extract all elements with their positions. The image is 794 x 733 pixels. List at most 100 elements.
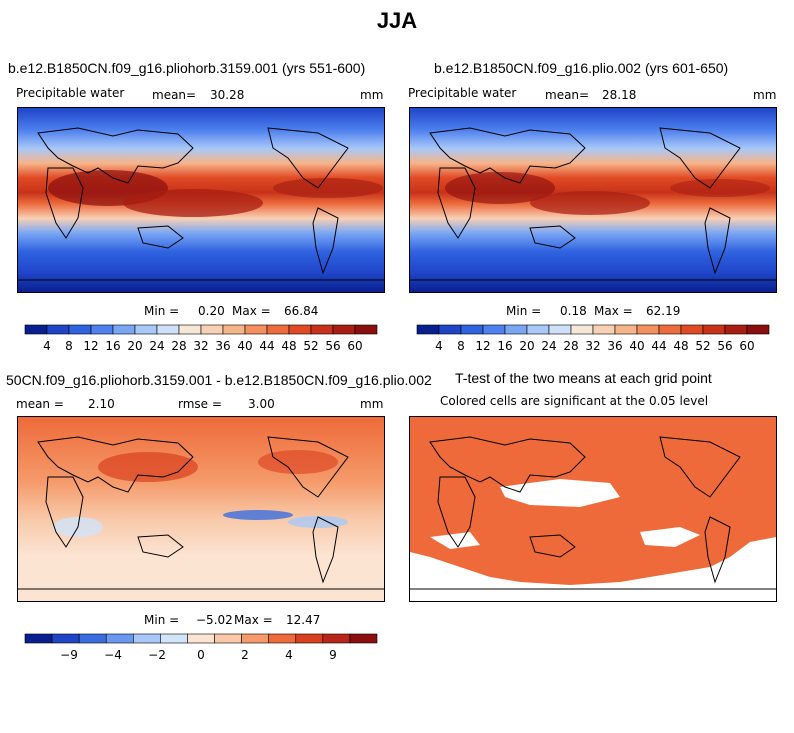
panel1-colorbar-swatch <box>178 324 202 335</box>
panel3-map <box>17 416 385 602</box>
panel1-max-value: 66.84 <box>284 304 319 318</box>
panel3-max-label: Max = <box>234 613 273 627</box>
panel3-min-value: −5.02 <box>196 613 233 627</box>
panel1-colorbar-swatch <box>90 324 114 335</box>
panel3-colorbar-label: 9 <box>329 648 337 662</box>
panel2-colorbar-label: 4 <box>435 339 443 353</box>
panel1-colorbar-swatch <box>24 324 48 335</box>
panel1-colorbar-swatch <box>244 324 268 335</box>
panel1-colorbar-swatch <box>68 324 92 335</box>
page-title: JJA <box>376 8 418 33</box>
panel3-colorbar-swatch <box>133 633 161 644</box>
panel3-colorbar-swatches <box>24 633 378 644</box>
panel2-max-label: Max = <box>594 304 633 318</box>
panel2-mean-value: 28.18 <box>602 88 637 102</box>
panel1-case-title: b.e12.B1850CN.f09_g16.pliohorb.3159.001 … <box>8 60 366 76</box>
panel1-colorbar-swatch <box>134 324 158 335</box>
panel3-case-title: 50CN.f09_g16.pliohorb.3159.001 - b.e12.B… <box>6 372 432 388</box>
panel1-colorbar-label: 60 <box>347 339 363 353</box>
panel1-colorbar-labels: 4 8 12 16 20 24 28 32 36 40 44 48 52 56 60 <box>25 339 377 353</box>
panel2-colorbar-swatch <box>526 324 550 335</box>
panel1-colorbar-swatch <box>156 324 180 335</box>
panel2-min-label: Min = <box>506 304 542 318</box>
panel3-coastlines <box>18 436 384 590</box>
panel1-colorbar-swatch <box>354 324 378 335</box>
panel3-colorbar-label: 2 <box>241 648 249 662</box>
panel2-case-title: b.e12.B1850CN.f09_g16.plio.002 (yrs 601-… <box>434 60 729 76</box>
panel4-coastlines <box>410 436 776 590</box>
panel2-colorbar-label: 36 <box>607 339 623 353</box>
panel3-colorbar-swatch <box>105 633 134 644</box>
panel1-mean-value: 30.28 <box>210 88 245 102</box>
panel2-colorbar-swatch <box>460 324 484 335</box>
panel3-colorbar-swatch <box>51 633 80 644</box>
panel2-colorbar-labels: 4 8 12 16 20 24 28 32 36 40 44 48 52 56 60 <box>417 339 769 353</box>
panel2-colorbar: 4 8 12 16 20 24 28 32 36 40 44 48 52 56 60 <box>416 324 770 355</box>
panel1-colorbar-label: 32 <box>193 339 209 353</box>
panel3-colorbar: −9 −4 −2 0 2 4 9 <box>24 633 378 664</box>
panel1-colorbar-label: 56 <box>325 339 341 353</box>
panel2-colorbar-swatch <box>724 324 748 335</box>
panel2-colorbar-swatch <box>504 324 528 335</box>
panel2-colorbar-label: 8 <box>457 339 465 353</box>
panel2-map <box>409 107 777 293</box>
panel3-mean-value: 2.10 <box>88 397 115 411</box>
panel1-colorbar-label: 48 <box>281 339 297 353</box>
panel3-colorbar-swatch <box>160 633 188 644</box>
panel3-rmse-value: 3.00 <box>248 397 275 411</box>
panel3-colorbar-swatch <box>268 633 297 644</box>
panel1-coastlines <box>18 127 384 281</box>
panel2-colorbar-label: 16 <box>497 339 513 353</box>
panel1-colorbar-label: 28 <box>171 339 187 353</box>
panel2-colorbar-swatch <box>658 324 682 335</box>
panel1-colorbar-swatch <box>112 324 136 335</box>
panel2-colorbar-label: 12 <box>475 339 491 353</box>
panel3-min-label: Min = <box>144 613 180 627</box>
panel1-colorbar-label: 52 <box>303 339 319 353</box>
panel1-colorbar-swatch <box>200 324 224 335</box>
panel3-colorbar-swatch <box>78 633 107 644</box>
panel3-units: mm <box>360 397 384 411</box>
panel2-colorbar-swatch <box>614 324 638 335</box>
panel1-colorbar-label: 4 <box>43 339 51 353</box>
panel3-colorbar-label: −2 <box>148 648 166 662</box>
panel2-colorbar-swatch <box>746 324 770 335</box>
panel1-map-plot <box>18 108 384 292</box>
panel1-colorbar-label: 40 <box>237 339 253 353</box>
panel2-colorbar-label: 44 <box>651 339 667 353</box>
panel2-colorbar-label: 48 <box>673 339 689 353</box>
panel1-colorbar-swatch <box>222 324 246 335</box>
panel3-rmse-label: rmse = <box>178 397 222 411</box>
panel1-colorbar-label: 24 <box>149 339 165 353</box>
panel2-min-value: 0.18 <box>560 304 587 318</box>
panel1-colorbar-label: 16 <box>105 339 121 353</box>
panel2-colorbar-label: 52 <box>695 339 711 353</box>
panel3-colorbar-swatch <box>187 633 215 644</box>
panel3-colorbar-swatch <box>349 633 378 644</box>
panel1-variable-label: Precipitable water <box>16 86 125 100</box>
panel1-colorbar: 4 8 12 16 20 24 28 32 36 40 44 48 52 56 60 <box>24 324 378 355</box>
panel2-colorbar-label: 28 <box>563 339 579 353</box>
panel1-colorbar-swatches <box>24 324 378 335</box>
panel1-mean-label: mean= <box>152 88 197 102</box>
panel1-colorbar-label: 44 <box>259 339 275 353</box>
panel3-colorbar-swatch <box>214 633 242 644</box>
panel2-colorbar-swatch <box>548 324 572 335</box>
panel2-colorbar-label: 20 <box>519 339 535 353</box>
panel2-colorbar-swatches <box>416 324 770 335</box>
panel1-colorbar-swatch <box>332 324 356 335</box>
panel2-colorbar-swatch <box>438 324 462 335</box>
panel3-mean-label: mean = <box>16 397 64 411</box>
panel3-colorbar-label: −4 <box>104 648 122 662</box>
panel2-colorbar-swatch <box>592 324 616 335</box>
panel1-min-label: Min = <box>144 304 180 318</box>
panel3-colorbar-swatch <box>322 633 351 644</box>
panel3-colorbar-labels: −9 −4 −2 0 2 4 9 <box>25 648 377 662</box>
panel1-min-value: 0.20 <box>198 304 225 318</box>
panel2-colorbar-label: 24 <box>541 339 557 353</box>
panel3-colorbar-swatch <box>295 633 324 644</box>
panel2-colorbar-swatch <box>416 324 440 335</box>
panel1-colorbar-label: 36 <box>215 339 231 353</box>
panel1-units: mm <box>360 88 384 102</box>
panel2-units: mm <box>753 88 777 102</box>
